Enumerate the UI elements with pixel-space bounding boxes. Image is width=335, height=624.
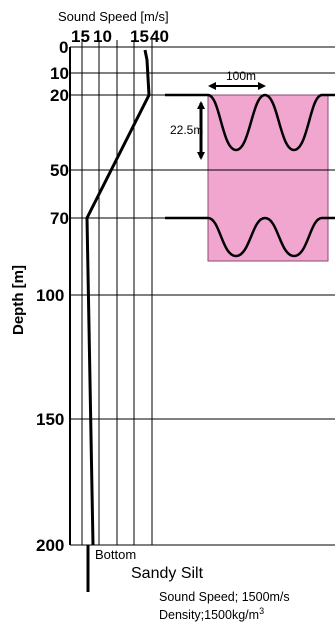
wavelength-label: 100m [226, 69, 256, 83]
depth-tick-150: 150 [36, 410, 64, 429]
depth-tick-200: 200 [36, 536, 64, 555]
speed-tick-labels: 15 10 15 40 [71, 27, 169, 46]
sediment-label: Sandy Silt [131, 565, 204, 582]
depth-tick-0: 0 [59, 38, 68, 57]
sound-speed-profile [85, 49, 151, 546]
depth-tick-labels: 0 10 20 50 70 100 150 200 [36, 38, 69, 555]
depth-gridlines [70, 46, 335, 546]
speed-axis-title: Sound Speed [m/s] [58, 9, 169, 24]
wave-line-upper [165, 93, 335, 152]
sediment-speed: Sound Speed; 1500m/s [159, 590, 290, 604]
speed-tick-1510: 10 [93, 27, 112, 46]
speed-tick-1520: 15 [130, 27, 149, 46]
speed-tick-1540: 40 [150, 27, 169, 46]
sediment-density-text: Density;1500kg/m [159, 608, 259, 622]
depth-tick-10: 10 [50, 64, 69, 83]
speed-tick-1500: 15 [71, 27, 90, 46]
depth-tick-100: 100 [36, 286, 64, 305]
depth-tick-20: 20 [50, 86, 69, 105]
depth-tick-70: 70 [50, 209, 69, 228]
amplitude-label: 22.5m [170, 123, 203, 137]
bottom-label: Bottom [95, 547, 136, 562]
depth-axis-title: Depth [m] [10, 265, 27, 335]
wave-line-lower [165, 216, 335, 258]
depth-tick-50: 50 [50, 161, 69, 180]
sediment-density: Density;1500kg/m3 [159, 606, 264, 622]
sediment-density-sup: 3 [259, 606, 264, 616]
